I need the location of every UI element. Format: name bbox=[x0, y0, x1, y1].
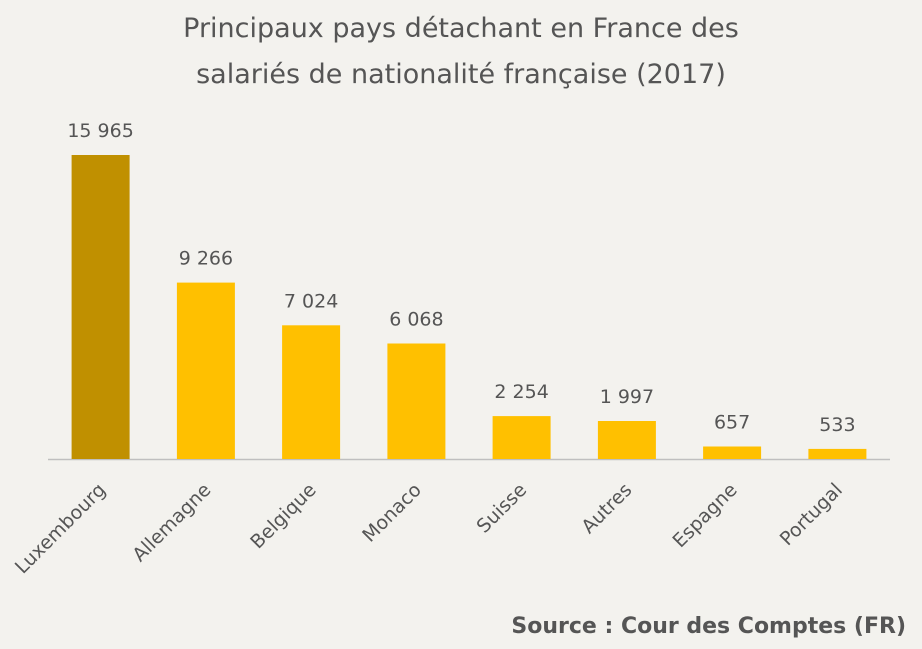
bar-allemagne bbox=[176, 282, 235, 459]
value-label-belgique: 7 024 bbox=[284, 290, 338, 312]
chart-title: Principaux pays détachant en France des … bbox=[0, 6, 922, 98]
bar-portugal bbox=[808, 448, 867, 459]
chart-title-line-1: Principaux pays détachant en France des bbox=[183, 13, 739, 44]
bar-suisse bbox=[492, 416, 551, 459]
category-label-monaco: Monaco bbox=[358, 479, 426, 547]
category-label-espagne: Espagne bbox=[669, 479, 742, 552]
category-label-suisse: Suisse bbox=[473, 479, 532, 538]
bar-espagne bbox=[703, 446, 762, 459]
bar-monaco bbox=[387, 343, 446, 459]
category-label-allemagne: Allemagne bbox=[128, 479, 215, 566]
category-label-autres: Autres bbox=[577, 479, 636, 538]
value-label-monaco: 6 068 bbox=[389, 309, 443, 331]
value-label-portugal: 533 bbox=[819, 414, 855, 436]
bar-autres bbox=[597, 421, 656, 459]
value-label-espagne: 657 bbox=[714, 412, 750, 434]
category-label-belgique: Belgique bbox=[246, 479, 320, 553]
source-note: Source : Cour des Comptes (FR) bbox=[511, 614, 906, 639]
value-label-allemagne: 9 266 bbox=[179, 248, 233, 270]
bar-belgique bbox=[282, 325, 341, 459]
value-label-suisse: 2 254 bbox=[494, 381, 548, 403]
category-label-portugal: Portugal bbox=[776, 479, 847, 550]
category-label-luxembourg: Luxembourg bbox=[11, 479, 110, 578]
value-label-luxembourg: 15 965 bbox=[67, 120, 133, 142]
chart-title-line-2: salariés de nationalité française (2017) bbox=[196, 59, 726, 90]
bar-luxembourg bbox=[71, 155, 130, 459]
value-label-autres: 1 997 bbox=[600, 386, 654, 408]
